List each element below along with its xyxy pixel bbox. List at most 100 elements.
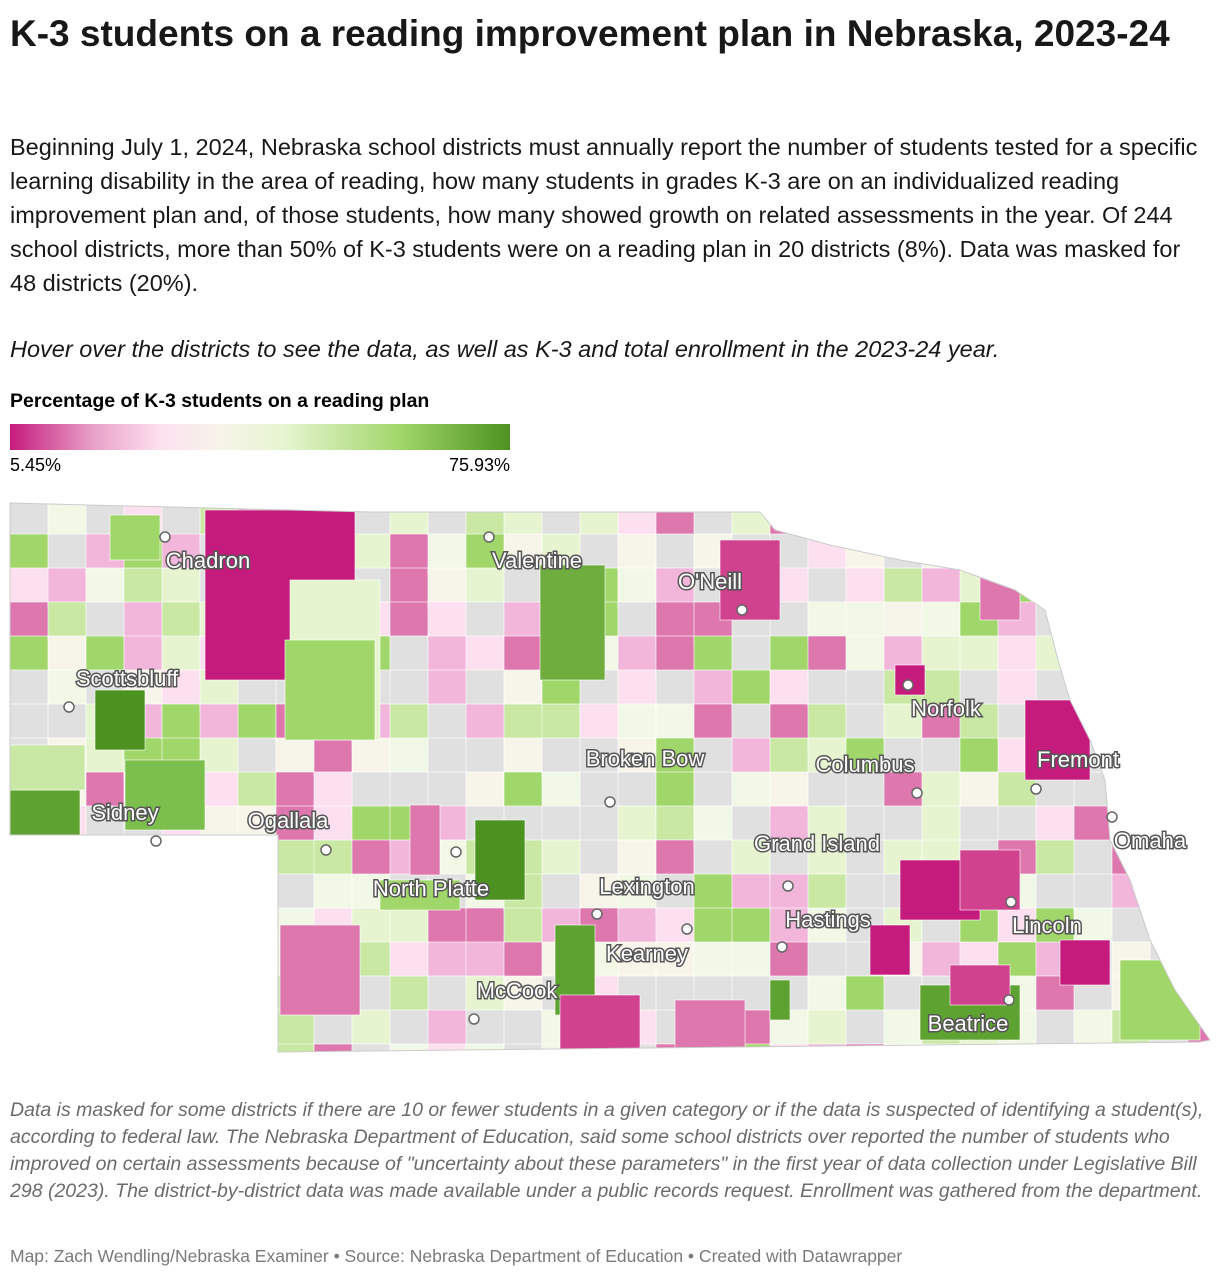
- district: [465, 669, 505, 707]
- district: [1111, 533, 1162, 574]
- district: [10, 1009, 61, 1050]
- district: [1059, 939, 1111, 986]
- district: [199, 1043, 242, 1052]
- city-label: Fremont: [1037, 747, 1119, 772]
- district: [1149, 533, 1192, 570]
- district: [1187, 941, 1210, 979]
- district: [1187, 533, 1210, 570]
- district: [85, 839, 134, 876]
- district: [465, 907, 512, 947]
- district: [1187, 839, 1210, 884]
- district: [1073, 1009, 1113, 1048]
- district: [275, 839, 318, 881]
- district: [351, 1043, 395, 1052]
- district: [655, 1043, 704, 1052]
- district: [769, 805, 812, 845]
- district: [47, 839, 87, 878]
- district: [1073, 601, 1124, 637]
- district: [1149, 737, 1203, 778]
- district: [769, 979, 791, 1021]
- district: [579, 1043, 619, 1052]
- district: [1187, 703, 1210, 746]
- district: [161, 975, 206, 1013]
- district: [1187, 907, 1210, 945]
- district: [351, 533, 391, 571]
- district: [47, 1043, 93, 1052]
- district: [1035, 567, 1086, 613]
- district: [579, 503, 624, 537]
- district: [47, 635, 94, 675]
- district: [10, 533, 52, 573]
- district: [389, 907, 430, 949]
- district: [1187, 503, 1210, 537]
- district: [313, 1043, 355, 1052]
- city-label: Scottsbluff: [76, 666, 179, 691]
- district: [351, 805, 393, 844]
- city-label: Lincoln: [1012, 913, 1082, 938]
- district: [541, 1043, 582, 1052]
- district: [161, 703, 202, 740]
- district: [1187, 1043, 1210, 1052]
- district: [731, 635, 773, 674]
- district: [94, 689, 146, 751]
- city-dot: [150, 835, 162, 847]
- city-label: Omaha: [1114, 828, 1187, 853]
- district: [1187, 975, 1210, 1014]
- city-dot: [450, 846, 462, 858]
- district: [1111, 771, 1157, 816]
- city-label: McCook: [477, 978, 559, 1003]
- district: [845, 635, 887, 673]
- district: [199, 839, 249, 880]
- district: [85, 975, 135, 1017]
- district: [655, 839, 695, 881]
- district: [85, 771, 128, 810]
- district: [1149, 669, 1196, 714]
- district: [1187, 805, 1210, 849]
- district: [161, 839, 213, 876]
- district: [124, 759, 206, 831]
- city-label: Chadron: [166, 548, 250, 573]
- district: [199, 975, 251, 1015]
- district: [237, 771, 278, 810]
- city-dot: [483, 531, 495, 543]
- district: [921, 533, 964, 572]
- district: [959, 1043, 1002, 1052]
- district: [541, 771, 581, 809]
- district: [123, 873, 173, 917]
- district: [769, 1043, 823, 1052]
- district: [541, 737, 584, 779]
- district: [731, 1043, 780, 1052]
- district: [1149, 635, 1194, 680]
- district: [10, 789, 81, 836]
- district: [10, 975, 50, 1020]
- district: [199, 771, 243, 812]
- district: [1111, 1043, 1162, 1052]
- district: [674, 999, 746, 1052]
- city-dot: [736, 604, 748, 616]
- city-label: Beatrice: [928, 1011, 1009, 1036]
- district: [237, 907, 285, 952]
- city-dot: [63, 701, 75, 713]
- city-label: Lexington: [599, 874, 694, 899]
- district: [693, 635, 735, 673]
- city-dot: [591, 908, 603, 920]
- district: [237, 941, 281, 983]
- district: [313, 737, 359, 777]
- district: [161, 1043, 213, 1052]
- city-dot: [902, 679, 914, 691]
- district: [921, 771, 968, 811]
- district: [997, 533, 1037, 570]
- district: [47, 941, 87, 980]
- district: [807, 1043, 856, 1052]
- district: [123, 941, 164, 980]
- district: [731, 703, 778, 741]
- district: [1035, 601, 1075, 637]
- district: [1187, 601, 1210, 643]
- district: [85, 1043, 126, 1052]
- district: [997, 907, 1044, 944]
- district: [655, 737, 697, 779]
- district: [997, 635, 1038, 677]
- cities: Chadron Valentine O'Neill Scottsbluff Norfol…: [63, 531, 1188, 1037]
- district: [1111, 703, 1159, 739]
- district: [47, 907, 97, 945]
